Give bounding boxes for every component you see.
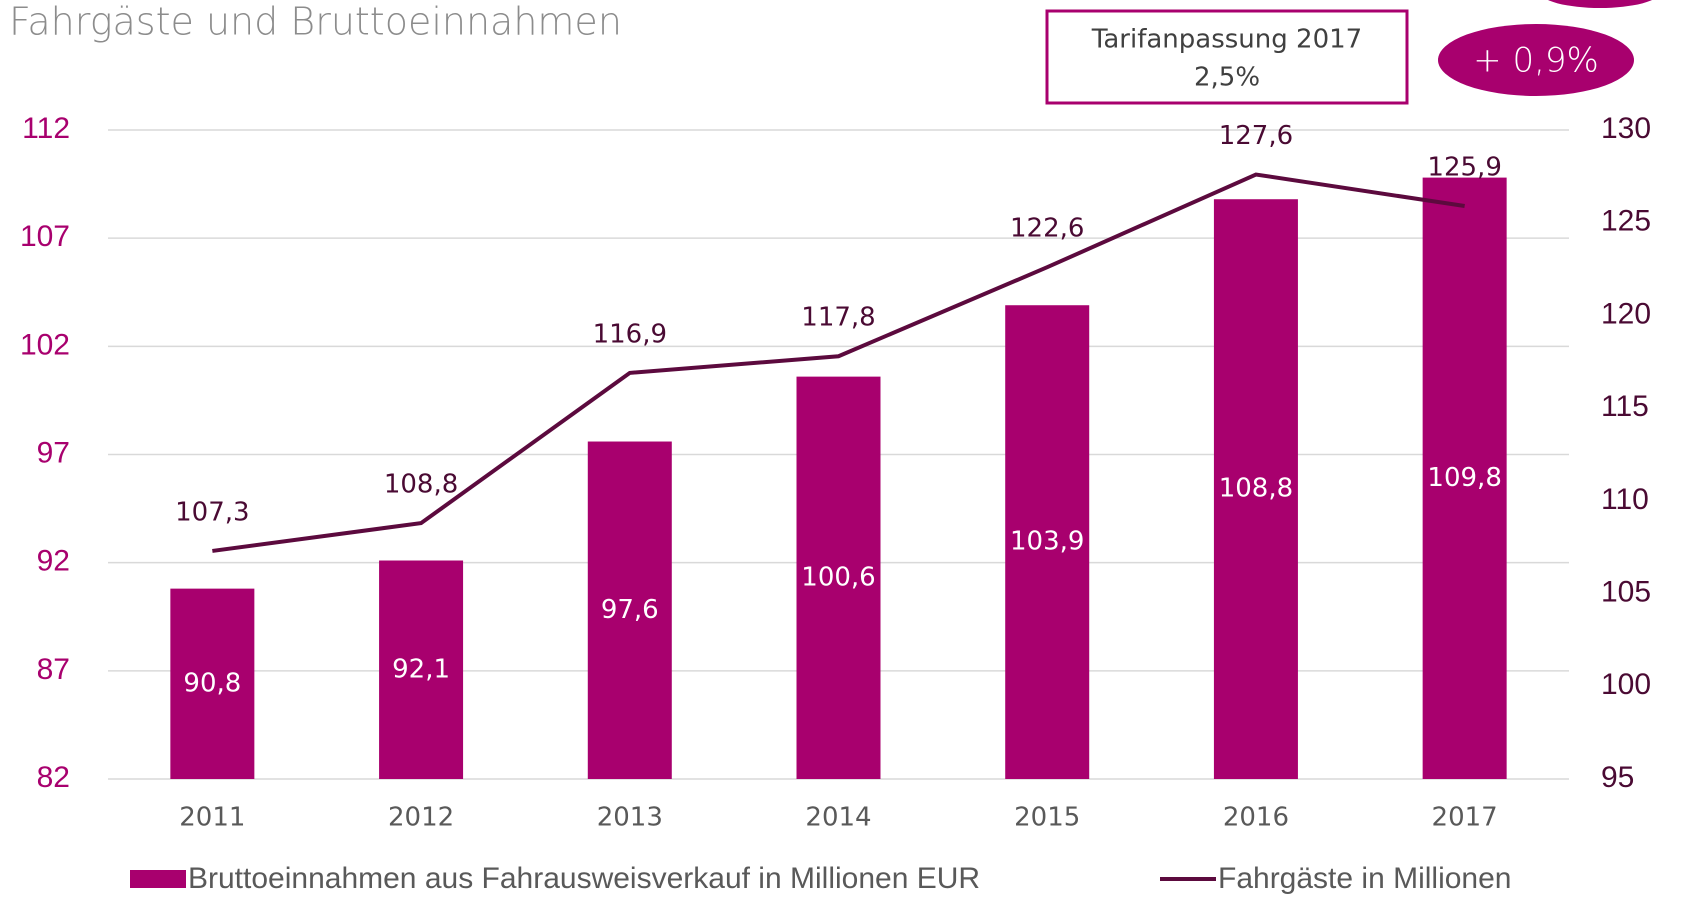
y2-tick-label: 105: [1601, 575, 1651, 608]
legend-label: Bruttoeinnahmen aus Fahrausweisverkauf i…: [188, 862, 980, 895]
y-tick-label: 92: [37, 545, 70, 578]
y-tick-label: 82: [37, 761, 70, 794]
y2-tick-label: 95: [1601, 761, 1634, 794]
x-tick-label: 2012: [388, 803, 454, 833]
x-tick-label: 2013: [597, 803, 663, 833]
legend-label: Fahrgäste in Millionen: [1218, 862, 1511, 895]
x-tick-label: 2016: [1223, 803, 1289, 833]
y2-tick-label: 115: [1601, 390, 1649, 423]
annotation-title: Tarifanpassung 2017: [1091, 25, 1362, 55]
bar-label: 108,8: [1219, 474, 1293, 504]
chart-title: Fahrgäste und Bruttoeinnahmen: [9, 0, 622, 44]
y2-tick-label: 100: [1601, 668, 1651, 701]
line-label: 107,3: [175, 497, 249, 527]
bar: [1213, 199, 1298, 779]
line-label: 108,8: [384, 470, 458, 500]
line-label: 116,9: [593, 319, 667, 349]
bar-label: 92,1: [392, 654, 450, 684]
badge-shape: [1438, 24, 1634, 96]
y2-tick-label: 110: [1601, 483, 1649, 516]
x-tick-label: 2011: [179, 803, 245, 833]
line: [212, 172, 1465, 553]
bar: [170, 588, 255, 779]
y-tick-label: 102: [20, 328, 70, 361]
y2-tick-label: 120: [1601, 297, 1651, 330]
bar-label: 103,9: [1010, 527, 1084, 557]
annotation-value: 2,5%: [1194, 63, 1260, 93]
y2-tick-label: 130: [1601, 112, 1651, 145]
annotation-box: [1045, 9, 1409, 105]
line-label: 125,9: [1427, 153, 1501, 183]
bar: [379, 560, 464, 779]
line-label: 127,6: [1219, 121, 1293, 151]
x-tick-label: 2017: [1432, 803, 1498, 833]
bar-label: 97,6: [601, 595, 659, 625]
y-tick-label: 107: [20, 220, 70, 253]
bar: [587, 441, 672, 779]
y-tick-label: 97: [37, 436, 70, 469]
decoration: [1548, 0, 1652, 8]
line-label: 122,6: [1010, 214, 1084, 244]
bar: [796, 376, 881, 779]
legend-swatch: [130, 870, 186, 888]
bar-label: 90,8: [183, 668, 241, 698]
bar-label: 109,8: [1427, 463, 1501, 493]
y2-tick-label: 125: [1601, 205, 1651, 238]
line-label: 117,8: [801, 303, 875, 333]
x-tick-label: 2014: [805, 803, 871, 833]
bar: [1005, 305, 1090, 779]
bar: [1422, 177, 1507, 780]
y-tick-label: 87: [37, 653, 70, 686]
badge: + 0,9%: [1473, 41, 1599, 81]
y-tick-label: 112: [22, 112, 70, 145]
x-tick-label: 2015: [1014, 803, 1080, 833]
bar-label: 100,6: [801, 562, 875, 592]
